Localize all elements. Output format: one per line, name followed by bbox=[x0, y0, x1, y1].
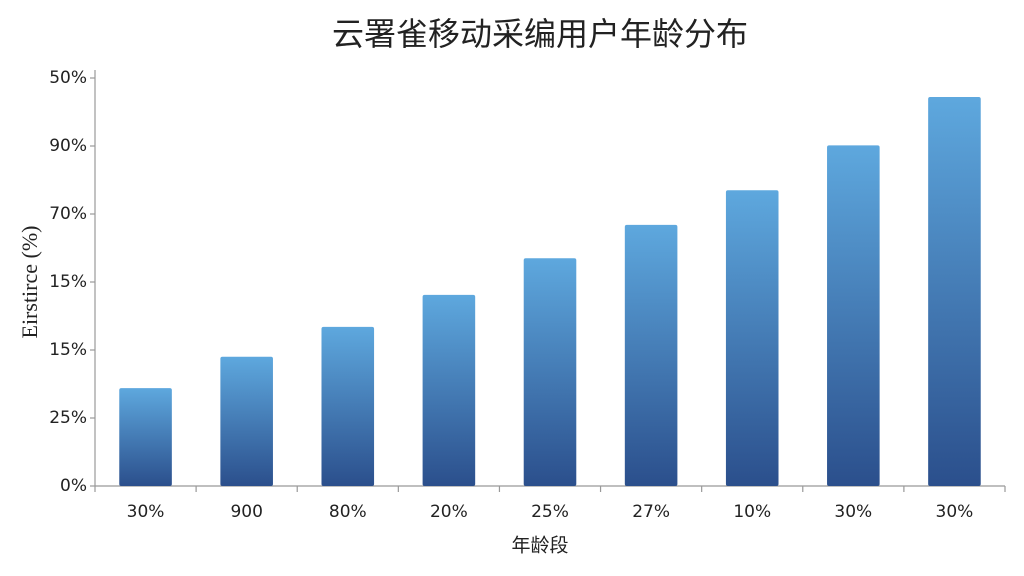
x-tick-label: 30% bbox=[936, 502, 974, 522]
bar bbox=[220, 356, 273, 486]
bar bbox=[321, 326, 375, 486]
x-tick-label: 10% bbox=[733, 502, 771, 522]
bar bbox=[624, 224, 678, 486]
y-tick-label: 70% bbox=[49, 204, 87, 224]
y-tick-label: 50% bbox=[49, 68, 87, 88]
x-tick-label: 900 bbox=[230, 502, 262, 522]
x-tick-label: 80% bbox=[329, 502, 367, 522]
y-tick-label: 90% bbox=[49, 136, 87, 156]
bar bbox=[725, 190, 779, 486]
x-axis-label: 年龄段 bbox=[511, 535, 568, 557]
x-tick-label: 30% bbox=[127, 502, 165, 522]
y-tick-label: 15% bbox=[49, 340, 87, 360]
bar bbox=[119, 388, 172, 486]
y-tick-label: 15% bbox=[49, 272, 87, 292]
x-tick-label: 25% bbox=[531, 502, 569, 522]
bar bbox=[928, 97, 981, 486]
y-tick-label: 25% bbox=[49, 408, 87, 428]
bar bbox=[523, 258, 577, 486]
bar bbox=[422, 294, 476, 486]
x-tick-label: 30% bbox=[834, 502, 872, 522]
x-tick-label: 27% bbox=[632, 502, 670, 522]
chart-title: 云署雀移动采编用户年龄分布 bbox=[332, 15, 748, 53]
y-axis-label: Eirstirce (%) bbox=[17, 226, 42, 339]
x-tick-label: 20% bbox=[430, 502, 468, 522]
y-tick-label: 0% bbox=[60, 476, 87, 496]
bar bbox=[827, 145, 880, 486]
